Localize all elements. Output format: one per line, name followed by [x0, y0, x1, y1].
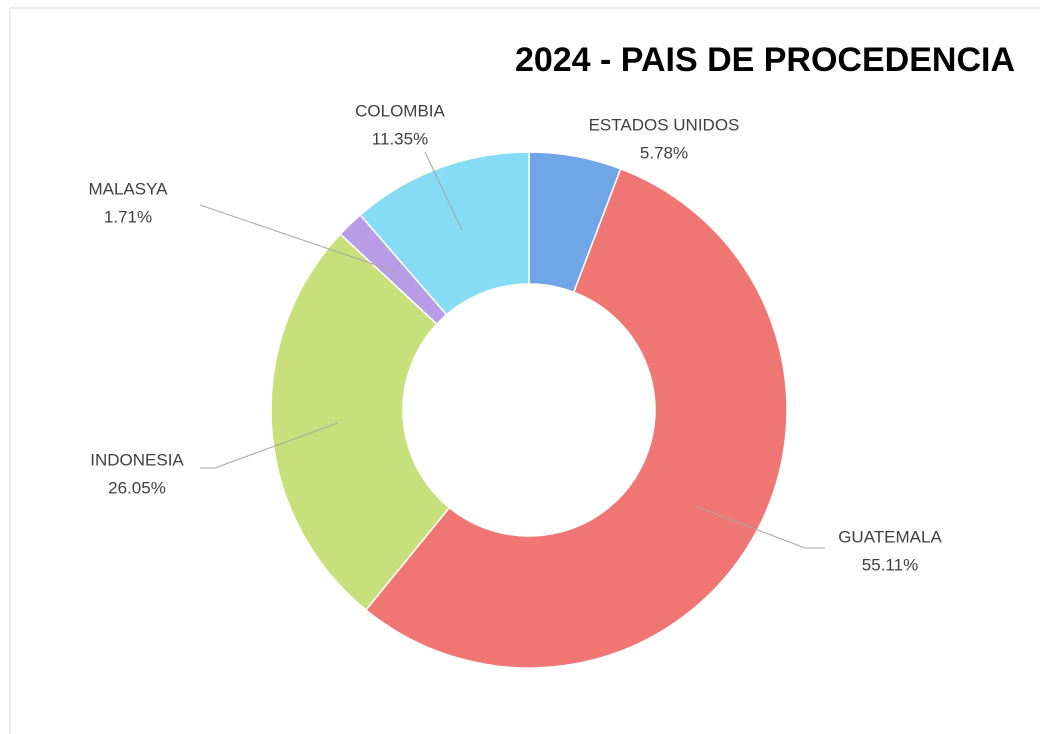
data-label-name: INDONESIA	[90, 450, 184, 469]
chart-title: 2024 - PAIS DE PROCEDENCIA	[515, 41, 1015, 79]
donut-slice	[359, 151, 530, 316]
data-label-value: 26.05%	[108, 478, 166, 497]
donut-slice	[270, 233, 451, 611]
data-label-name: MALASYA	[88, 179, 168, 198]
data-label-value: 1.71%	[104, 207, 152, 226]
leader-line	[200, 422, 338, 469]
data-label-name: ESTADOS UNIDOS	[589, 115, 740, 134]
donut-slice	[364, 167, 788, 669]
leader-line	[424, 151, 463, 231]
data-label-name: GUATEMALA	[838, 527, 942, 546]
leader-line	[199, 204, 396, 273]
data-label-value: 5.78%	[640, 143, 688, 162]
data-label-name: COLOMBIA	[355, 101, 445, 120]
data-label-value: 55.11%	[862, 555, 918, 574]
data-label-value: 11.35%	[372, 129, 428, 148]
leader-line	[695, 505, 825, 549]
